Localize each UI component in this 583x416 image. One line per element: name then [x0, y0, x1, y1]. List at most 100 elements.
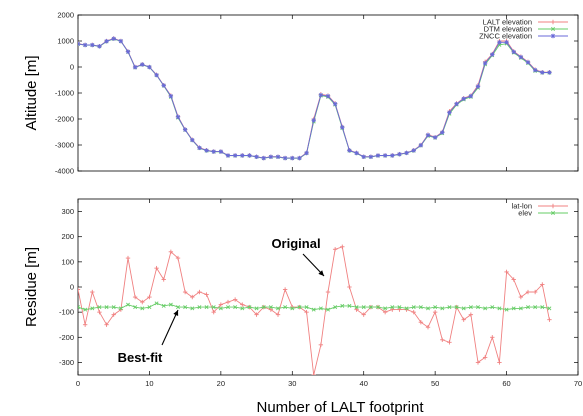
data-point — [390, 307, 395, 312]
marker-stroke — [551, 211, 555, 215]
data-point — [397, 152, 402, 157]
data-point — [140, 62, 145, 67]
data-point — [161, 303, 166, 308]
marker-stroke — [447, 110, 452, 115]
data-point — [290, 155, 295, 161]
data-point — [240, 306, 245, 311]
marker-stroke — [526, 305, 530, 310]
marker-stroke — [83, 43, 88, 47]
legend-label: LALT elevation — [483, 18, 532, 27]
data-point — [468, 305, 473, 310]
marker-stroke — [347, 148, 352, 153]
marker-stroke — [261, 156, 266, 161]
data-point — [418, 143, 424, 148]
marker-stroke — [483, 306, 488, 311]
data-point — [504, 307, 509, 312]
marker-stroke — [483, 61, 488, 66]
marker-stroke — [197, 305, 202, 310]
marker-stroke — [333, 101, 338, 106]
marker-stroke — [476, 305, 480, 310]
data-point — [425, 325, 431, 330]
marker-stroke — [418, 305, 423, 310]
data-point — [175, 114, 181, 120]
data-point — [218, 306, 223, 311]
marker-stroke — [404, 150, 409, 155]
data-point — [390, 153, 395, 158]
data-point — [376, 305, 380, 310]
marker-stroke — [461, 306, 466, 311]
marker-stroke — [511, 306, 516, 311]
data-point — [418, 320, 424, 325]
marker-stroke — [518, 306, 523, 311]
marker-stroke — [304, 151, 309, 156]
data-point — [154, 265, 159, 271]
data-point — [361, 154, 366, 160]
data-point — [411, 148, 416, 153]
marker-stroke — [154, 301, 159, 306]
data-point — [275, 312, 281, 317]
data-point — [190, 306, 195, 311]
data-point — [97, 305, 102, 310]
marker-stroke — [183, 305, 188, 310]
data-point — [311, 118, 316, 123]
data-point — [397, 305, 402, 310]
data-point — [111, 312, 116, 317]
y-tick-label: -200 — [59, 333, 74, 342]
data-point — [182, 127, 188, 132]
marker-stroke — [111, 305, 116, 310]
x-tick-label: 70 — [574, 379, 582, 388]
data-point — [304, 150, 309, 156]
data-point — [368, 154, 374, 160]
marker-stroke — [504, 40, 509, 45]
data-point — [318, 92, 324, 98]
data-point — [482, 60, 488, 66]
data-point — [97, 309, 102, 315]
data-point — [82, 42, 88, 48]
x-tick-label: 50 — [431, 379, 439, 388]
marker-stroke — [326, 94, 330, 99]
marker-stroke — [161, 83, 166, 88]
data-point — [540, 70, 545, 75]
marker-stroke — [411, 148, 416, 153]
marker-stroke — [218, 306, 223, 311]
data-point — [547, 70, 552, 75]
marker-stroke — [490, 52, 495, 57]
data-point — [461, 96, 466, 101]
marker-stroke — [426, 133, 430, 138]
marker-stroke — [90, 43, 95, 47]
marker-stroke — [147, 305, 152, 310]
data-point — [482, 355, 488, 360]
data-point — [125, 255, 131, 261]
marker-stroke — [276, 154, 280, 159]
data-point — [90, 289, 95, 295]
series-line — [78, 38, 550, 159]
data-point — [340, 244, 345, 249]
y-tick-label: 200 — [61, 232, 74, 241]
marker-stroke — [140, 62, 145, 67]
data-point — [533, 305, 538, 310]
data-point — [261, 305, 266, 310]
marker-stroke — [326, 307, 330, 312]
marker-stroke — [204, 305, 209, 310]
data-point — [190, 294, 195, 300]
data-point — [382, 309, 388, 315]
data-point — [161, 83, 166, 88]
data-point — [490, 52, 495, 57]
data-point — [147, 64, 152, 70]
data-point — [111, 305, 116, 310]
marker-stroke — [83, 307, 88, 312]
data-point — [197, 305, 202, 310]
marker-stroke — [433, 305, 438, 310]
data-point — [268, 307, 274, 312]
plot-frame — [77, 198, 579, 376]
data-point — [97, 44, 102, 49]
data-point — [133, 305, 138, 310]
marker-stroke — [290, 306, 295, 311]
marker-stroke — [440, 130, 445, 135]
data-point — [168, 302, 173, 307]
data-point — [511, 277, 516, 282]
marker-stroke — [533, 305, 538, 310]
data-point — [275, 154, 281, 160]
marker-stroke — [247, 153, 252, 158]
marker-stroke — [176, 305, 180, 310]
